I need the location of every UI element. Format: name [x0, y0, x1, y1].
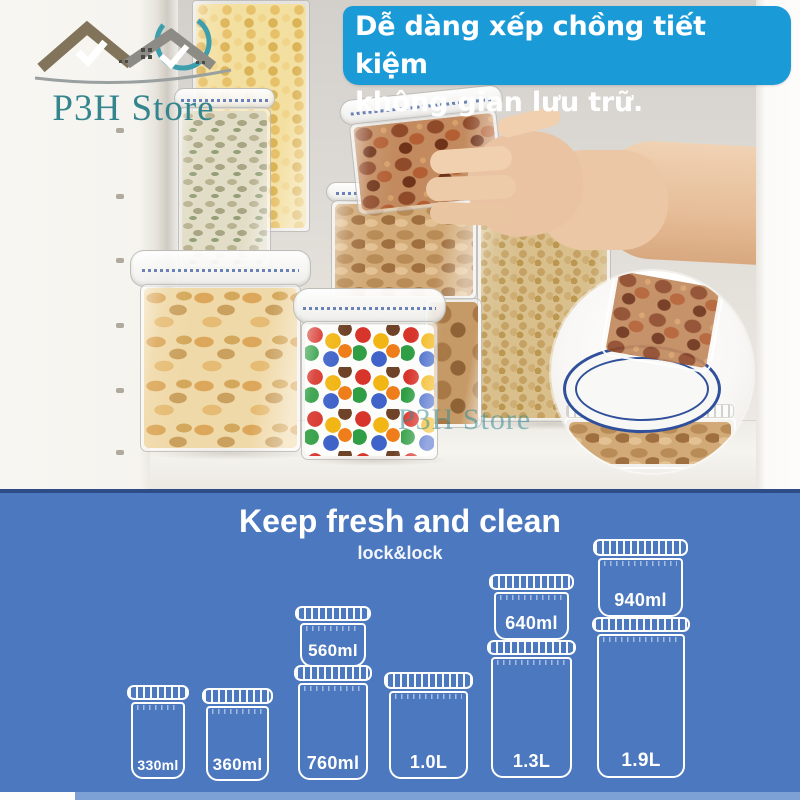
- shelf-peg-hole: [116, 128, 124, 133]
- jar-body: 330ml: [131, 702, 185, 779]
- divider-line: [0, 489, 800, 493]
- container-rolled-oats: [174, 88, 275, 270]
- zoom-inset-circle: [551, 271, 753, 473]
- jar-body: 1.0L: [389, 691, 468, 779]
- jar-body: 1.9L: [597, 634, 685, 778]
- jar-size-label: 560ml: [308, 641, 358, 660]
- jar-lid: [294, 665, 372, 681]
- photo-section: P3H Store P3H Store Dễ dàng xếp chồng ti…: [0, 0, 800, 489]
- shelf-peg-hole: [116, 450, 124, 455]
- house-roofs-icon: [34, 13, 232, 84]
- shelf-peg-hole: [116, 388, 124, 393]
- size-jar-1-3l: 1.3L: [487, 640, 576, 778]
- container-candies: [293, 288, 446, 461]
- size-jar-360ml: 360ml: [202, 688, 273, 781]
- shelf-peg-hole: [116, 258, 124, 263]
- finger: [425, 174, 517, 202]
- container-farfalle-pasta: [130, 250, 311, 453]
- jar-body: 760ml: [298, 683, 368, 780]
- size-jar-640ml: 640ml: [489, 574, 574, 640]
- jar-lid: [487, 640, 576, 655]
- jar-body: 940ml: [598, 558, 683, 617]
- container-lid: [130, 250, 311, 287]
- jar-body: 1.3L: [491, 657, 572, 778]
- size-jar-760ml: 760ml: [294, 665, 372, 780]
- jar-lid: [593, 539, 688, 556]
- jar-body: 560ml: [300, 623, 366, 667]
- jar-size-label: 760ml: [306, 753, 360, 773]
- jar-lid: [489, 574, 574, 590]
- shelf-peg-hole: [116, 323, 124, 328]
- jar-lid: [592, 617, 690, 632]
- bottom-strip: [0, 792, 800, 800]
- jar-lid: [127, 685, 189, 700]
- banner-line1: Dễ dàng xếp chồng tiết kiệm: [355, 11, 706, 80]
- size-jar-1-9l: 1.9L: [592, 617, 690, 778]
- store-logo: P3H Store: [26, 12, 241, 130]
- size-jar-330ml: 330ml: [127, 685, 189, 779]
- shelf-peg-hole: [116, 194, 124, 199]
- jar-lid: [202, 688, 273, 704]
- jar-lid: [295, 606, 371, 621]
- jar-body: 360ml: [206, 706, 269, 781]
- size-jar-1-0l: 1.0L: [384, 672, 473, 779]
- section-title: Keep fresh and clean: [239, 503, 561, 539]
- jar-size-label: 940ml: [614, 590, 667, 610]
- jar-size-label: 360ml: [212, 755, 263, 774]
- jar-size-label: 1.3L: [512, 751, 551, 771]
- jar-size-label: 1.9L: [621, 750, 661, 771]
- size-jar-940ml: 940ml: [593, 539, 688, 617]
- jar-size-label: 330ml: [137, 757, 179, 773]
- size-jar-560ml: 560ml: [295, 606, 371, 667]
- jar-lid: [384, 672, 473, 689]
- jar-size-label: 640ml: [505, 613, 558, 633]
- store-name: P3H Store: [52, 88, 215, 129]
- section-subtitle: lock&lock: [357, 543, 443, 563]
- banner-line2: không gian lưu trữ.: [355, 86, 644, 118]
- jar-size-label: 1.0L: [409, 752, 448, 772]
- promo-banner: Dễ dàng xếp chồng tiết kiệm không gian l…: [343, 6, 791, 118]
- jar-body: 640ml: [494, 592, 569, 640]
- finger: [429, 201, 515, 227]
- size-diagram-section: Keep fresh and clean lock&lock 330ml 360…: [0, 489, 800, 800]
- watermark-text: P3H Store: [398, 403, 532, 436]
- container-lid: [293, 288, 446, 324]
- bottom-strip-white-patch: [0, 792, 75, 800]
